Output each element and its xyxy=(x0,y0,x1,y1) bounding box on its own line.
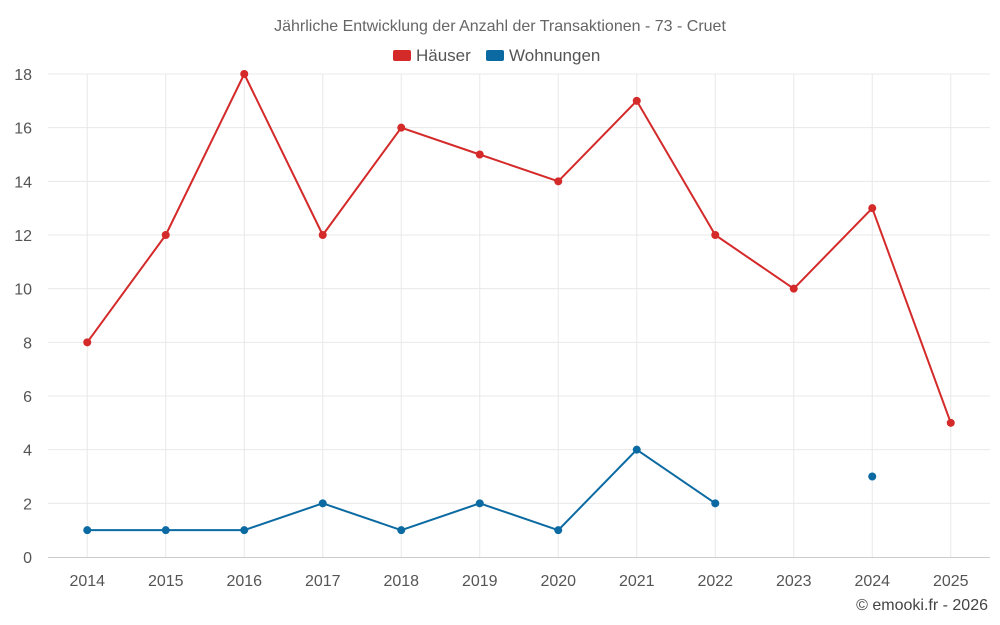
x-tick-label: 2021 xyxy=(619,573,655,590)
x-tick-label: 2023 xyxy=(776,573,812,590)
y-gridlines xyxy=(48,73,990,504)
series-haeuser xyxy=(83,70,955,427)
x-tick-label: 2025 xyxy=(933,573,969,590)
legend-item-wohnungen[interactable]: Wohnungen xyxy=(486,46,600,65)
data-point[interactable] xyxy=(554,177,563,186)
data-point[interactable] xyxy=(632,96,641,105)
y-tick-label: 12 xyxy=(14,228,32,245)
data-point[interactable] xyxy=(868,472,877,481)
y-tick-label: 4 xyxy=(23,443,32,460)
y-tick-label: 8 xyxy=(23,335,32,352)
x-tick-label: 2024 xyxy=(854,573,890,590)
x-tick-label: 2017 xyxy=(305,573,341,590)
data-point[interactable] xyxy=(711,231,720,239)
x-tick-label: 2020 xyxy=(540,573,576,590)
y-axis-ticks: 0 2 4 6 8 10 12 14 16 18 xyxy=(14,67,32,567)
x-tick-label: 2016 xyxy=(226,573,262,590)
legend-label-wohnungen: Wohnungen xyxy=(509,46,600,65)
legend-swatch-haeuser xyxy=(393,50,411,61)
data-point[interactable] xyxy=(868,204,877,213)
data-point[interactable] xyxy=(240,70,249,78)
data-point[interactable] xyxy=(83,526,92,535)
y-tick-label: 14 xyxy=(14,174,32,191)
data-point[interactable] xyxy=(83,338,92,347)
data-point[interactable] xyxy=(475,499,484,508)
data-point[interactable] xyxy=(397,123,406,132)
x-tick-label: 2015 xyxy=(148,573,184,590)
data-point[interactable] xyxy=(789,284,798,293)
x-axis-ticks: 2014 2015 2016 2017 2018 2019 2020 2021 2022 2023… xyxy=(69,573,968,590)
y-tick-label: 10 xyxy=(14,282,32,299)
data-point[interactable] xyxy=(318,231,327,239)
data-point[interactable] xyxy=(318,499,327,508)
data-point[interactable] xyxy=(946,418,955,427)
x-tick-label: 2014 xyxy=(69,573,105,590)
data-point[interactable] xyxy=(161,526,170,535)
series-layer xyxy=(83,70,955,535)
chart-title: Jährliche Entwicklung der Anzahl der Tra… xyxy=(274,18,726,35)
x-tick-label: 2018 xyxy=(383,573,419,590)
y-tick-label: 16 xyxy=(14,121,32,138)
legend-item-haeuser[interactable]: Häuser xyxy=(393,46,471,65)
y-tick-label: 0 xyxy=(23,550,32,567)
series-line xyxy=(86,73,952,424)
y-tick-label: 18 xyxy=(14,67,32,84)
data-point[interactable] xyxy=(161,231,170,239)
data-point[interactable] xyxy=(475,150,484,159)
series-wohnungen xyxy=(83,445,877,535)
y-tick-label: 2 xyxy=(23,496,32,513)
x-tick-label: 2019 xyxy=(462,573,498,590)
data-point[interactable] xyxy=(554,526,563,535)
credit-text: © emooki.fr - 2026 xyxy=(856,597,988,614)
data-point[interactable] xyxy=(711,499,720,508)
y-tick-label: 6 xyxy=(23,389,32,406)
x-gridlines xyxy=(86,74,952,557)
data-point[interactable] xyxy=(397,526,406,535)
data-point[interactable] xyxy=(240,526,249,535)
legend-swatch-wohnungen xyxy=(486,50,504,61)
legend-label-haeuser: Häuser xyxy=(416,46,471,65)
data-point[interactable] xyxy=(632,445,641,454)
x-tick-label: 2022 xyxy=(697,573,733,590)
legend: Häuser Wohnungen xyxy=(393,46,600,65)
